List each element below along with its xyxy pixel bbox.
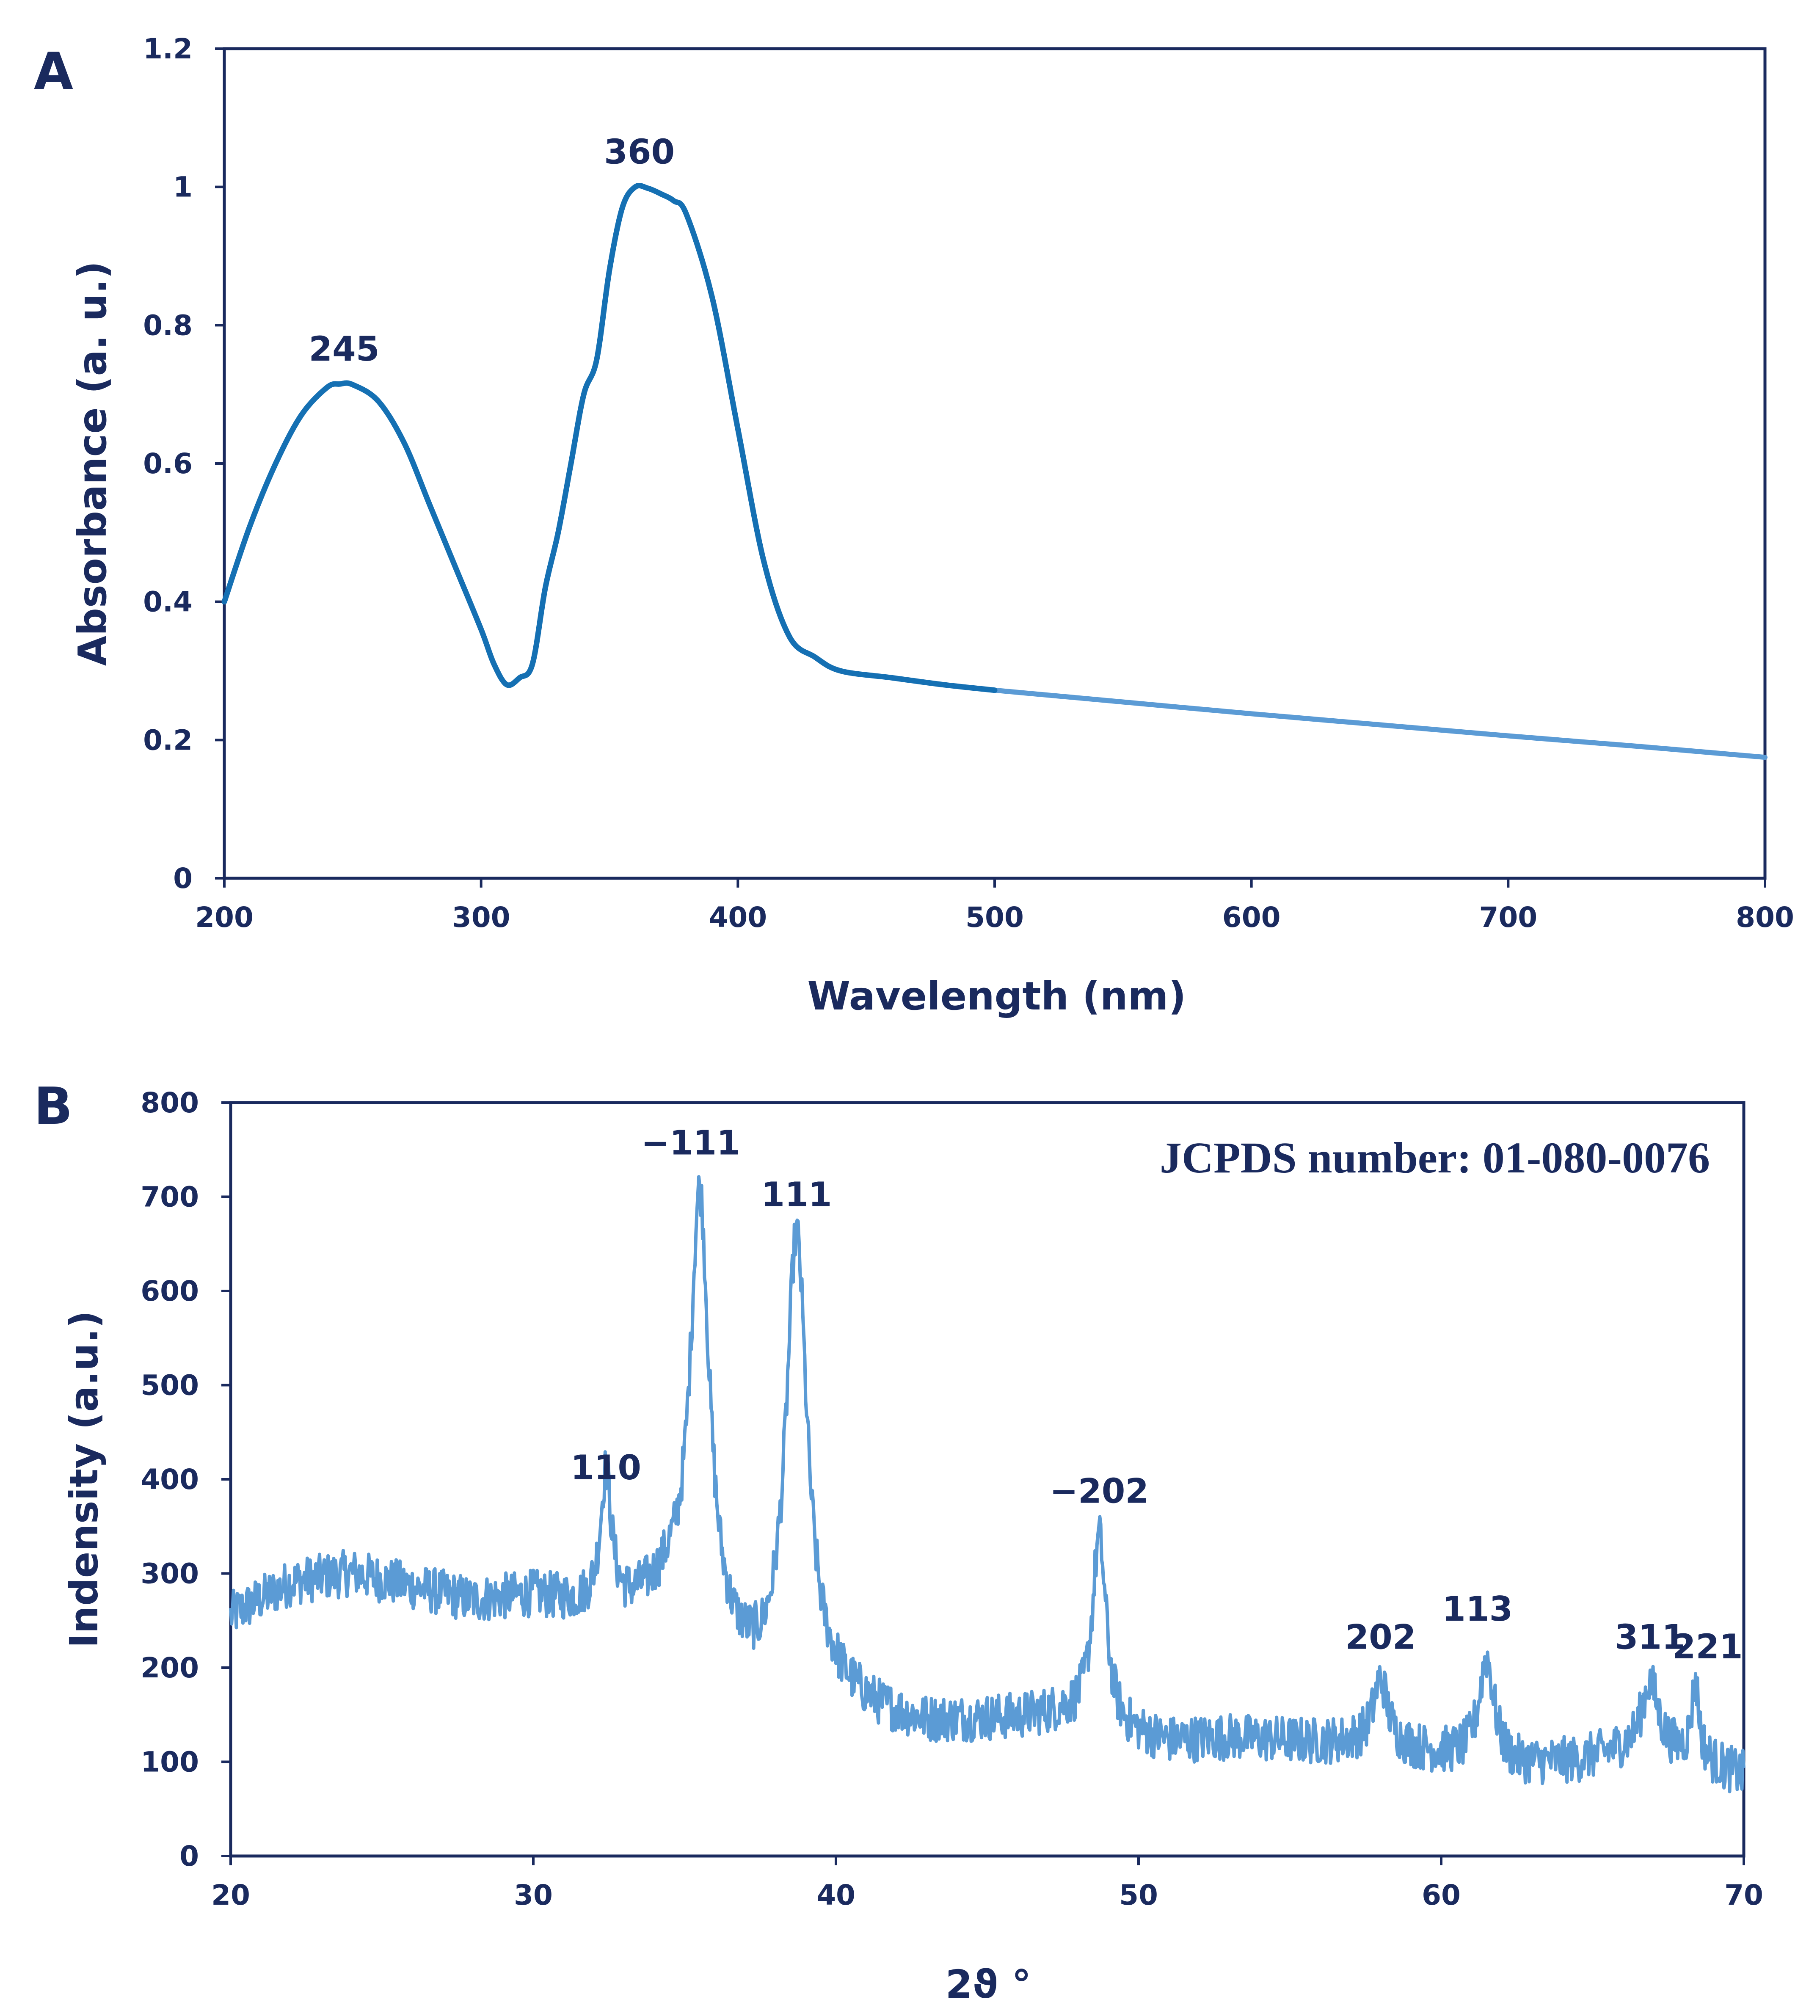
chart-a-series-line [221,183,998,693]
chart-b-x-tick-label: 20 [211,1879,250,1911]
chart-a-series-line-tail [992,687,1768,760]
panel-b-letter: B [34,1077,72,1136]
chart-a-x-tick-label: 500 [965,901,1024,934]
chart-b-y-tick-label: 800 [141,1087,199,1119]
chart-b-peak-label: 113 [1442,1589,1513,1629]
chart-a-x-tick-label: 200 [195,901,254,934]
chart-b-y-tick-label: 300 [141,1558,199,1590]
chart-a-y-tick-label: 0.4 [143,586,193,618]
chart-b-y-tick-label: 0 [179,1840,199,1873]
chart-a-y-tick-label: 1.2 [143,33,193,65]
chart-a-x-tick-label: 300 [452,901,510,934]
chart-a-uv-absorbance: 200 300 400 500 600 700 800 0 0.2 0.4 0.6 0.8 1 1.2 Wa… [70,33,1794,1019]
chart-b-y-axis-title: Indensity (a.u.) [61,1310,107,1648]
chart-b-peak-label: −202 [1050,1472,1149,1511]
chart-a-peak-label: 245 [309,329,380,369]
jcpds-annotation: JCPDS number: 01-080-0076 [1160,1133,1710,1182]
chart-b-xrd-pattern: 20 30 40 50 60 7001002003004005006007008002ϑ … [61,1087,1763,2007]
chart-a-x-tick-label: 600 [1222,901,1281,934]
chart-b-x-axis-title: 2ϑ ° [946,1962,1031,2007]
chart-b-peak-label: −111 [641,1123,740,1162]
chart-b-x-tick-label: 50 [1119,1879,1158,1911]
chart-a-x-tick-label: 800 [1736,901,1794,934]
chart-b-peak-label: 202 [1346,1618,1416,1657]
chart-b-y-tick-label: 100 [141,1746,199,1779]
panel-a-letter: A [34,42,73,101]
chart-a-y-tick-label: 0.2 [143,724,193,756]
chart-b-x-tick-label: 30 [514,1879,553,1911]
chart-a-x-tick-label: 700 [1479,901,1537,934]
chart-b-x-tick-label: 40 [816,1879,855,1911]
chart-a-y-tick-label: 0 [173,862,193,895]
chart-b-x-tick-label: 70 [1724,1879,1763,1911]
chart-b-peak-label: 111 [761,1175,832,1214]
chart-a-plot-frame [223,47,1767,880]
chart-b-y-tick-label: 400 [141,1463,199,1496]
chart-a-peak-label: 360 [604,132,675,172]
chart-b-x-tick-label: 60 [1422,1879,1461,1911]
chart-a-y-tick-label: 0.6 [143,447,193,480]
chart-a-y-tick-label: 1 [173,171,193,204]
chart-b-peak-label: 221 [1672,1627,1743,1666]
chart-b-y-tick-label: 600 [141,1275,199,1307]
chart-b-y-tick-label: 700 [141,1181,199,1213]
chart-b-y-tick-label: 500 [141,1369,199,1402]
chart-a-x-axis-title: Wavelength (nm) [808,974,1186,1019]
chart-b-peak-label: 311 [1615,1618,1685,1657]
chart-a-y-tick-label: 0.8 [143,309,193,342]
chart-b-y-tick-label: 200 [141,1652,199,1684]
chart-a-x-tick-label: 400 [709,901,767,934]
chart-b-peak-label: 110 [571,1448,641,1487]
chart-b-series-line [229,1175,1746,1793]
chart-a-y-axis-title: Absorbance (a. u.) [70,261,115,666]
